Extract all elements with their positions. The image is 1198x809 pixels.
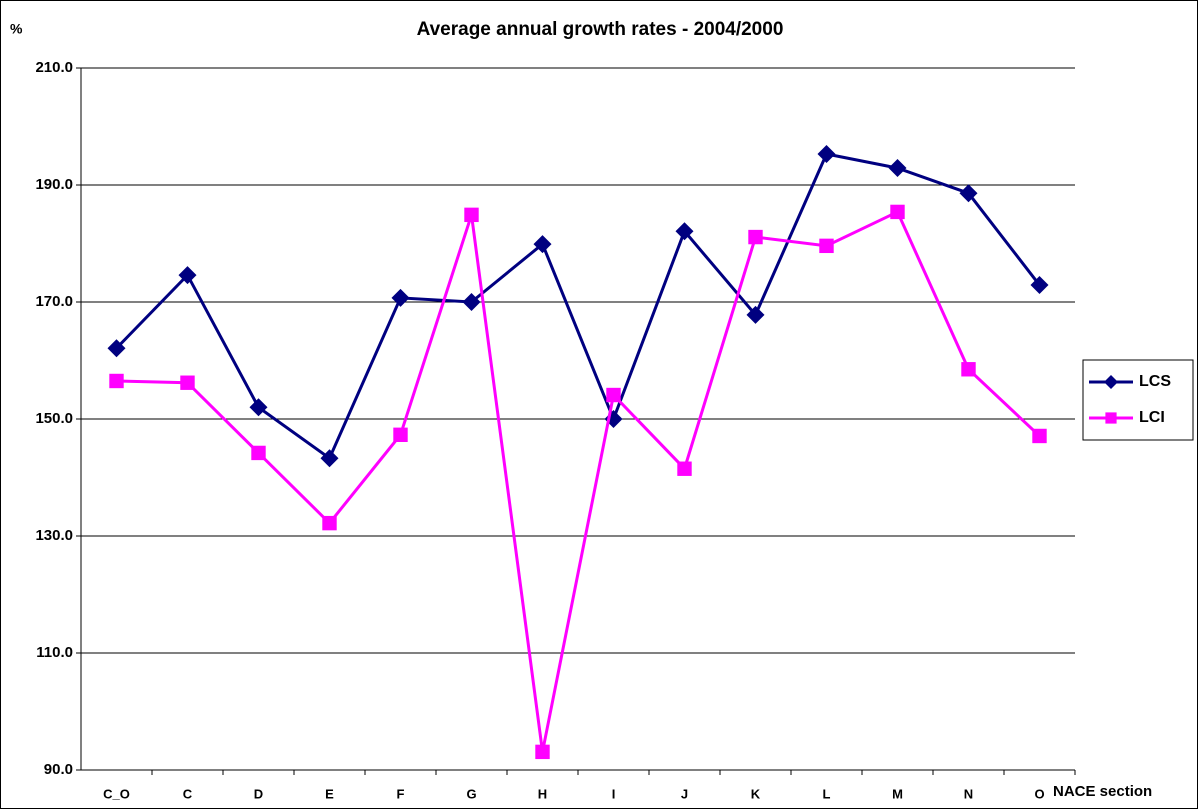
x-tick-label: I xyxy=(612,786,616,801)
x-axis-label: NACE section xyxy=(1053,783,1152,800)
y-tick-label: 210.0 xyxy=(35,59,73,76)
x-tick-label: O xyxy=(1034,786,1044,801)
point xyxy=(249,398,268,417)
point xyxy=(109,373,124,389)
x-tick-label: C xyxy=(183,786,193,801)
point xyxy=(746,305,765,324)
x-tick-label: L xyxy=(823,786,831,801)
point xyxy=(462,293,481,311)
point xyxy=(675,222,694,241)
x-tick-label: D xyxy=(254,786,263,801)
point xyxy=(107,339,126,358)
point xyxy=(320,449,339,468)
x-tick-label: K xyxy=(751,786,761,801)
x-tick-label: G xyxy=(466,786,476,801)
point xyxy=(959,184,978,203)
legend-marker xyxy=(1104,375,1118,389)
point xyxy=(178,266,197,285)
point xyxy=(961,362,976,377)
series-line xyxy=(116,209,1041,753)
legend xyxy=(1082,359,1194,441)
point xyxy=(677,461,692,476)
point xyxy=(819,238,834,254)
y-axis-label: % xyxy=(10,21,23,37)
x-tick-label: E xyxy=(325,786,334,801)
y-tick-label: 90.0 xyxy=(44,761,73,778)
series-line xyxy=(115,152,1041,461)
point xyxy=(1030,276,1049,295)
point xyxy=(888,159,907,178)
chart-title: Average annual growth rates - 2004/2000 xyxy=(417,19,784,40)
legend-label: LCS xyxy=(1139,373,1171,390)
point xyxy=(535,744,550,760)
y-tick-label: 150.0 xyxy=(35,410,73,427)
x-tick-label: H xyxy=(538,786,547,801)
y-tick-label: 170.0 xyxy=(35,293,73,310)
legend-label: LCI xyxy=(1139,409,1165,426)
x-tick-label: N xyxy=(964,786,973,801)
y-tick-label: 110.0 xyxy=(36,644,73,661)
x-tick-label: C_O xyxy=(103,786,130,801)
point xyxy=(890,204,905,220)
point xyxy=(391,288,410,307)
y-tick-label: 130.0 xyxy=(35,527,73,544)
point xyxy=(817,144,836,163)
point xyxy=(322,515,337,531)
legend-marker xyxy=(1105,412,1117,424)
point xyxy=(180,375,195,390)
point xyxy=(393,427,408,442)
x-tick-label: F xyxy=(397,786,405,801)
x-tick-label: J xyxy=(681,786,688,801)
x-tick-label: M xyxy=(892,786,903,801)
point xyxy=(606,387,621,403)
point xyxy=(1032,428,1047,444)
point xyxy=(251,445,266,461)
point xyxy=(748,229,763,245)
point xyxy=(533,235,552,254)
y-tick-label: 190.0 xyxy=(35,176,73,193)
point xyxy=(464,207,479,223)
